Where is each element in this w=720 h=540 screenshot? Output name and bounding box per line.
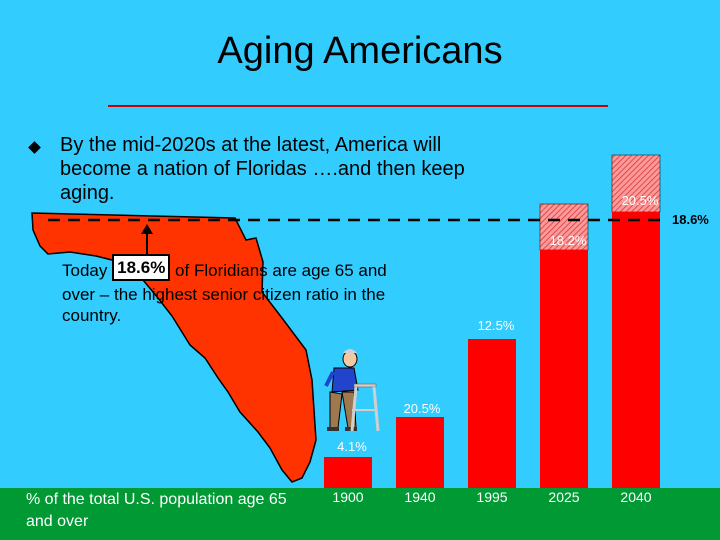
data-label: 12.5% xyxy=(478,318,515,333)
bar-1995 xyxy=(468,339,516,488)
bar-2040 xyxy=(612,212,660,488)
slide-title: Aging Americans xyxy=(217,30,503,72)
bar-1940 xyxy=(396,417,444,488)
callout-arrowhead-icon xyxy=(141,224,153,234)
chart-footnote: % of the total U.S. population age 65 an… xyxy=(26,491,287,530)
data-label: 20.5% xyxy=(622,193,659,208)
x-tick-label: 2025 xyxy=(548,489,579,505)
florida-map xyxy=(31,212,317,483)
callout-body: of Floridians are age 65 and over – the … xyxy=(62,261,387,325)
bar-2025 xyxy=(540,250,588,488)
x-tick-label: 1900 xyxy=(332,489,363,505)
labels-group: 1900 4.1% 1940 20.5% 1995 12.5% 2025 18.2% 2040 2… xyxy=(332,193,658,505)
data-label: 20.5% xyxy=(404,401,441,416)
bullet-text: By the mid-2020s at the latest, America … xyxy=(60,134,465,204)
x-tick-label: 2040 xyxy=(620,489,651,505)
data-label: 18.2% xyxy=(550,233,587,248)
x-tick-label: 1995 xyxy=(476,489,507,505)
x-tick-label: 1940 xyxy=(404,489,435,505)
callout-prefix: Today xyxy=(62,261,108,280)
elderly-person-icon xyxy=(324,349,380,432)
bar-1900 xyxy=(324,457,372,488)
florida-callout: Today 18.6% of Floridians are age 65 and… xyxy=(62,254,407,326)
bars-group xyxy=(324,154,661,488)
callout-value-box: 18.6% xyxy=(112,254,171,281)
reference-line-label: 18.6% xyxy=(672,212,709,227)
footer-band xyxy=(0,488,720,540)
data-label: 4.1% xyxy=(337,439,367,454)
title-divider xyxy=(108,105,608,107)
bar-extension-2040 xyxy=(611,154,661,213)
